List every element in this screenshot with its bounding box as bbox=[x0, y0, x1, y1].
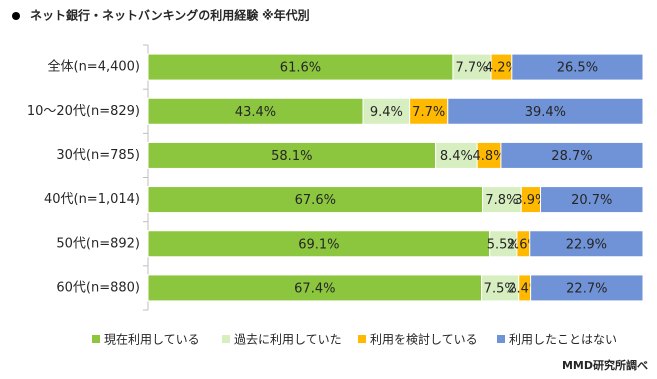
category-label: 10～20代(n=829) bbox=[27, 104, 140, 119]
value-label: 8.4% bbox=[440, 149, 473, 164]
legend-swatch bbox=[358, 335, 366, 343]
category-label: 30代(n=785) bbox=[56, 148, 140, 163]
bar-segment bbox=[489, 230, 518, 258]
bar-segment bbox=[147, 141, 437, 169]
bar-segment bbox=[540, 186, 644, 214]
legend: 現在利用している 過去に利用していた 利用を検討している 利用したことはない bbox=[92, 332, 617, 347]
category-label: 60代(n=880) bbox=[56, 280, 140, 295]
bar-segment bbox=[482, 186, 522, 214]
value-label: 67.6% bbox=[295, 193, 336, 208]
value-label: 7.5% bbox=[484, 281, 517, 296]
bar-segment bbox=[529, 230, 644, 258]
category-label: 全体(n=4,400) bbox=[48, 59, 141, 75]
legend-label: 過去に利用していた bbox=[234, 333, 342, 347]
value-label: 7.7% bbox=[412, 105, 445, 120]
bar-segment bbox=[481, 274, 520, 302]
value-label: 26.5% bbox=[557, 61, 598, 76]
value-label: 67.4% bbox=[294, 281, 335, 296]
bar-segment bbox=[452, 53, 492, 81]
chart-title: ネット銀行・ネットバンキングの利用経験 bbox=[30, 8, 259, 23]
value-label: 7.8% bbox=[485, 193, 518, 208]
category-label: 40代(n=1,014) bbox=[44, 192, 140, 207]
bar-segment bbox=[435, 141, 478, 169]
bar-segment bbox=[500, 141, 644, 169]
bar-segment bbox=[530, 274, 644, 302]
value-label: 9.4% bbox=[370, 105, 403, 120]
value-label: 4.8% bbox=[473, 149, 506, 164]
value-label: 22.9% bbox=[566, 237, 607, 252]
bar-segment bbox=[447, 97, 644, 125]
value-label: 58.1% bbox=[271, 149, 312, 164]
value-label: 28.7% bbox=[551, 149, 592, 164]
bar-segment bbox=[147, 53, 454, 81]
source: MMD研究所調べ bbox=[562, 358, 648, 372]
value-label: 7.7% bbox=[455, 61, 488, 76]
bar-segment bbox=[147, 97, 364, 125]
value-label: 61.6% bbox=[280, 61, 321, 76]
value-label: 5.5% bbox=[487, 237, 520, 252]
category-label: 50代(n=892) bbox=[56, 236, 140, 251]
legend-label: 利用を検討している bbox=[370, 332, 478, 347]
legend-label: 利用したことはない bbox=[509, 333, 617, 347]
value-label: 20.7% bbox=[571, 193, 612, 208]
legend-swatch bbox=[92, 335, 100, 343]
bar-segment bbox=[511, 53, 644, 81]
value-label: 4.2% bbox=[485, 61, 518, 76]
legend-label: 現在利用している bbox=[104, 333, 200, 347]
value-label: 22.7% bbox=[566, 281, 607, 296]
value-label: 39.4% bbox=[525, 105, 566, 120]
title-bullet bbox=[12, 12, 20, 20]
legend-swatch bbox=[497, 335, 505, 343]
chart-subtitle: ※年代別 bbox=[262, 8, 310, 23]
value-label: 69.1% bbox=[298, 237, 339, 252]
value-label: 3.9% bbox=[514, 193, 547, 208]
legend-swatch bbox=[222, 335, 230, 343]
value-label: 43.4% bbox=[235, 105, 276, 120]
